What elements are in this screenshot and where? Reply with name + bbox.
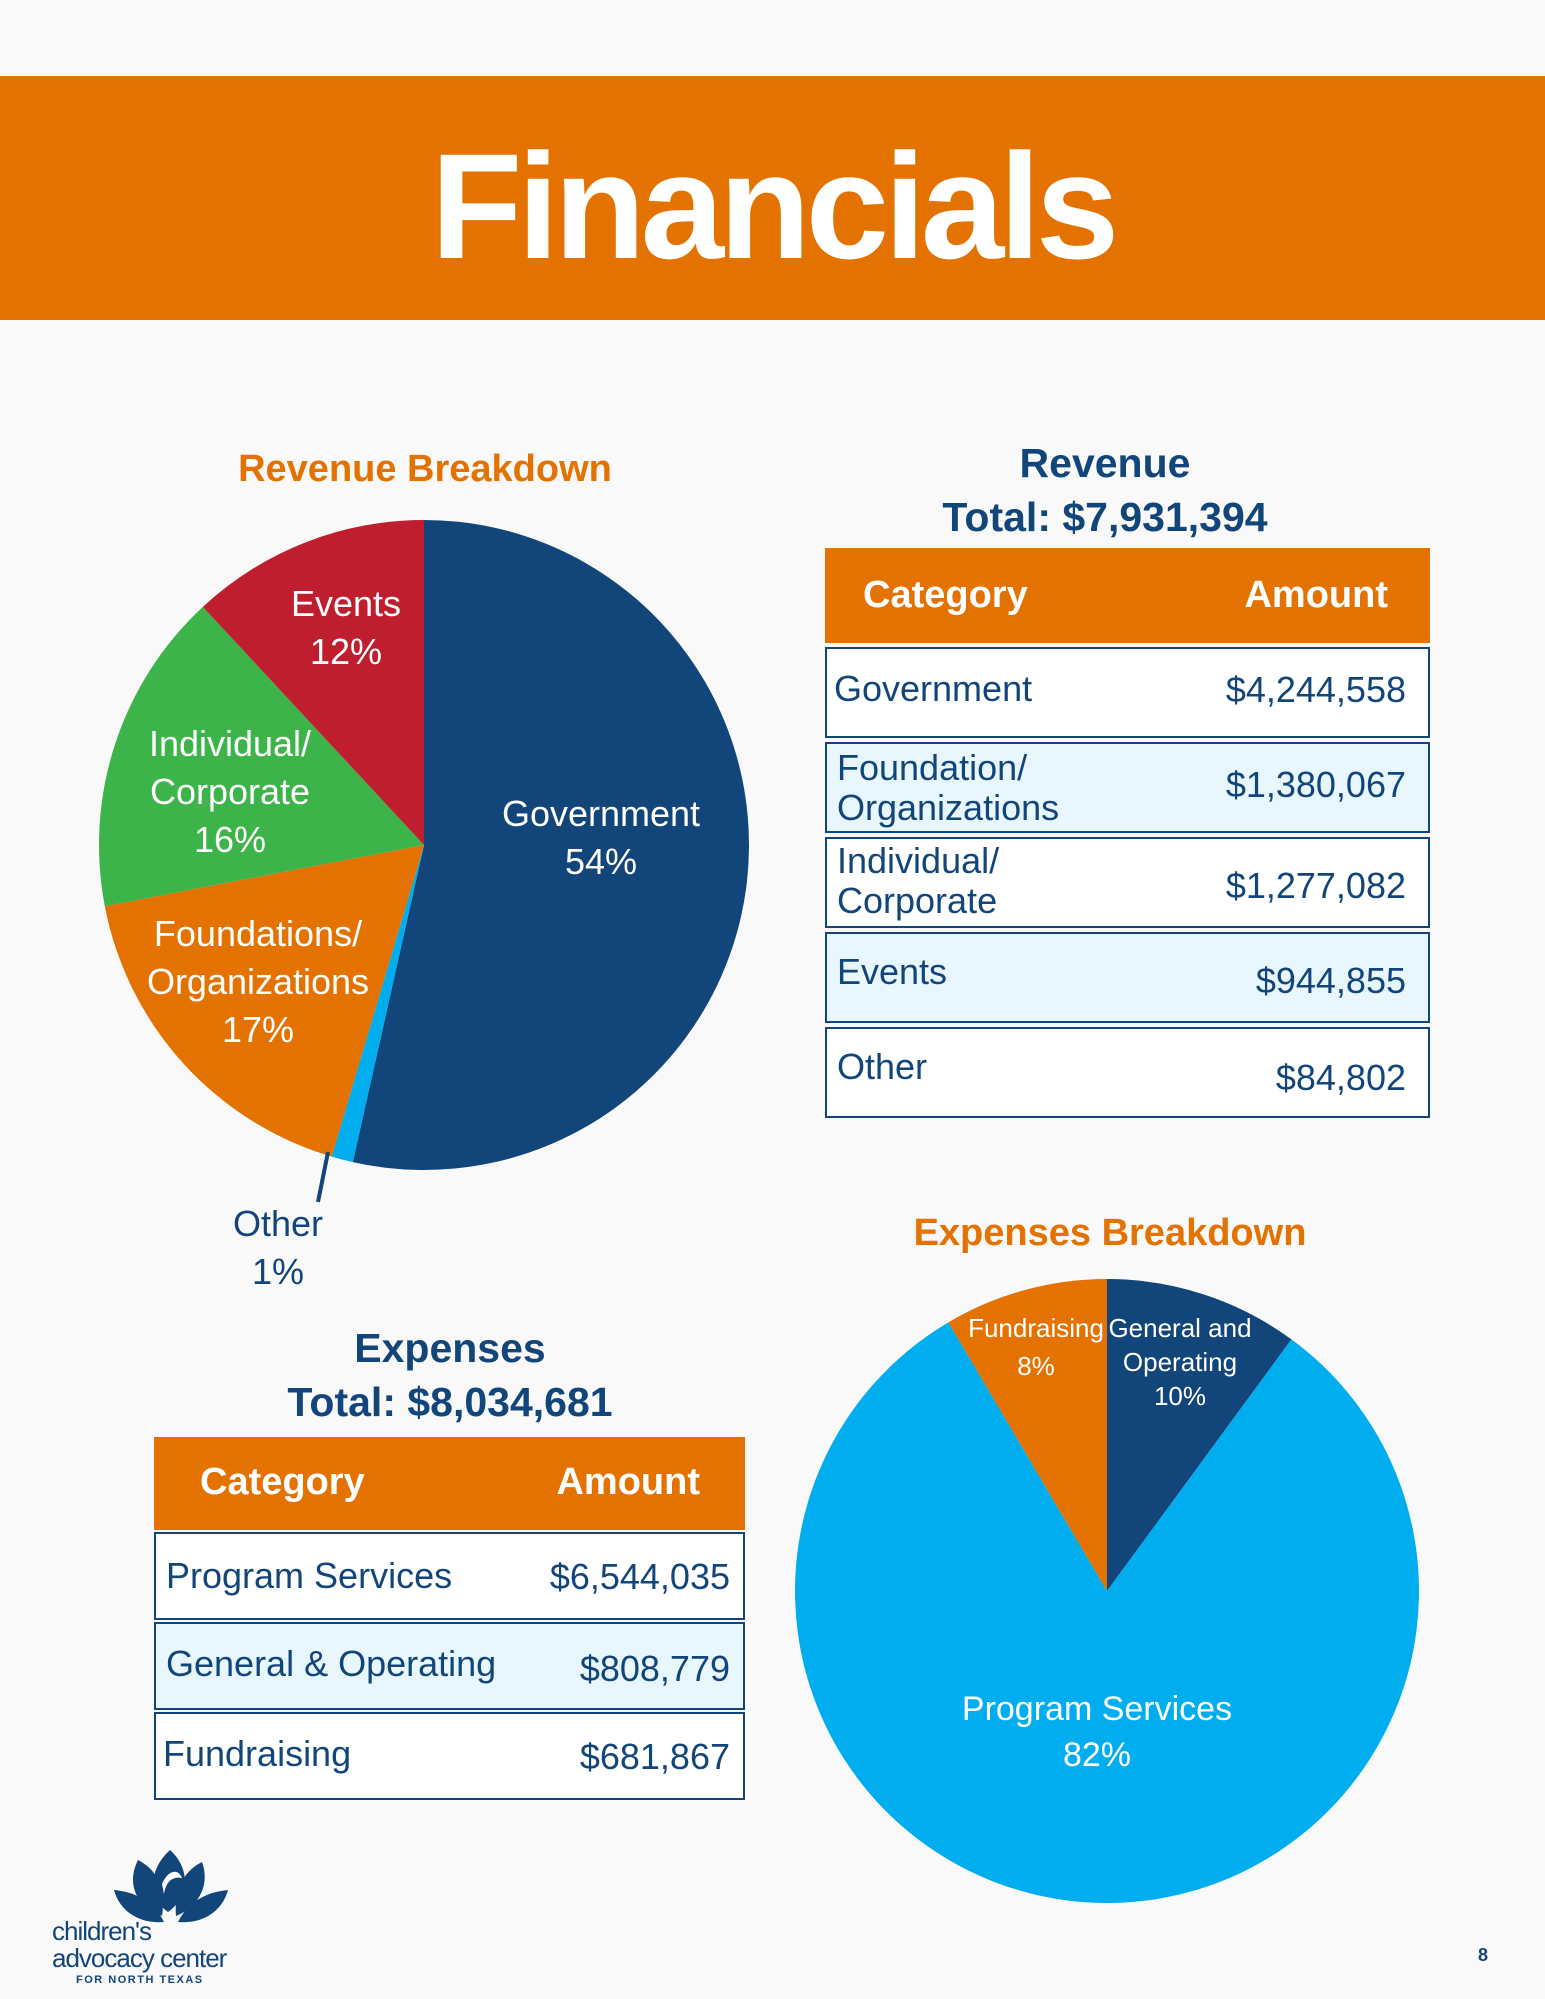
page-number: 8: [1478, 1945, 1489, 1965]
revenue-row-events: Events $944,855: [825, 932, 1430, 1023]
pie-slice-label: Government 54%: [502, 793, 700, 882]
pie-slice-label: Program Services 82%: [962, 1690, 1232, 1774]
pie-slice-label: General and Operating 10%: [1108, 1313, 1251, 1411]
revenue-header-category: Category: [863, 574, 1028, 616]
slice-name-label: Fundraising: [968, 1313, 1104, 1343]
revenue-row-other: Other $84,802: [825, 1027, 1430, 1118]
expenses-row-amount: $6,544,035: [549, 1556, 730, 1597]
revenue-row-category: Events: [837, 951, 948, 992]
logo-wordmark: children's advocacy center: [52, 1916, 227, 1973]
title-banner: Financials: [0, 76, 1545, 320]
slice-percent-label: 1%: [252, 1251, 304, 1292]
slice-name-label: Individual/: [149, 723, 311, 764]
pie-slice: [331, 845, 424, 1163]
slice-name-label: Organizations: [147, 961, 369, 1002]
logo-line2: advocacy center: [52, 1943, 227, 1973]
slice-name-label: Government: [502, 793, 700, 834]
logo-line1: children's: [52, 1916, 152, 1946]
expenses-header-amount: Amount: [556, 1461, 700, 1503]
expenses-table-title: Expenses Total: $8,034,681: [155, 1321, 745, 1429]
leader-line: [316, 1151, 330, 1203]
slice-percent-label: 12%: [310, 631, 382, 672]
expenses-row-amount: $808,779: [579, 1648, 730, 1689]
expenses-row-fundraising: Fundraising $681,867: [154, 1712, 745, 1800]
revenue-row-amount: $1,277,082: [1225, 865, 1406, 906]
revenue-row-amount: $84,802: [1275, 1057, 1406, 1098]
pie-slice: [352, 520, 750, 1170]
revenue-row-category: Foundation/ Organizations: [837, 748, 1059, 828]
expenses-total: Total: $8,034,681: [287, 1379, 613, 1425]
revenue-row-amount: $4,244,558: [1225, 669, 1406, 710]
pie-slice: [99, 606, 424, 907]
slice-name-label: Operating: [1123, 1347, 1237, 1377]
revenue-row-individual: Individual/ Corporate $1,277,082: [825, 837, 1430, 928]
revenue-table-header: Category Amount: [825, 548, 1430, 643]
slice-percent-label: 82%: [1063, 1736, 1131, 1774]
pie-slice: [1107, 1279, 1292, 1591]
revenue-row-category-line2: Corporate: [837, 880, 998, 921]
pie-slice: [202, 520, 424, 845]
slice-name-label: Other: [233, 1203, 323, 1244]
pie-slice-label: Events 12%: [291, 583, 401, 672]
expenses-row-category: General & Operating: [166, 1643, 497, 1684]
pie-slice: [948, 1279, 1107, 1591]
pie-slice-label: Foundations/Organizations 17%: [147, 913, 369, 1050]
slice-name-label: Program Services: [962, 1690, 1232, 1728]
revenue-row-category-line1: Foundation/: [837, 747, 1028, 788]
slice-name-label: Foundations/: [154, 913, 362, 954]
page-title: Financials: [430, 122, 1120, 290]
revenue-row-amount: $944,855: [1255, 960, 1406, 1001]
revenue-row-amount: $1,380,067: [1225, 764, 1406, 805]
expenses-row-category: Program Services: [166, 1555, 453, 1596]
revenue-row-government: Government $4,244,558: [825, 647, 1430, 738]
revenue-row-category: Other: [837, 1046, 928, 1087]
revenue-row-category-line2: Organizations: [837, 787, 1060, 828]
expenses-chart-title: Expenses Breakdown: [913, 1212, 1307, 1254]
slice-name-label: General and: [1108, 1313, 1251, 1343]
expenses-row-program: Program Services $6,544,035: [154, 1532, 745, 1620]
slice-name-label: Corporate: [150, 771, 310, 812]
slice-percent-label: 8%: [1017, 1351, 1055, 1381]
expenses-header-category: Category: [200, 1461, 365, 1503]
revenue-table-title: Revenue Total: $7,931,394: [825, 436, 1385, 544]
logo-tagline: FOR NORTH TEXAS: [76, 1974, 204, 1986]
revenue-row-category-line1: Individual/: [837, 840, 1000, 881]
revenue-chart-title: Revenue Breakdown: [238, 448, 612, 490]
revenue-title-line1: Revenue: [1019, 440, 1191, 486]
expenses-row-general: General & Operating $808,779: [154, 1622, 745, 1710]
expenses-table-header: Category Amount: [154, 1437, 745, 1530]
pie-slice-label: Fundraising 8%: [968, 1313, 1104, 1381]
slice-percent-label: 16%: [194, 819, 266, 860]
revenue-row-category: Government: [834, 668, 1033, 709]
pie-slice: [104, 845, 424, 1157]
expenses-row-category: Fundraising: [163, 1733, 352, 1774]
expenses-title-line1: Expenses: [354, 1325, 546, 1371]
pie-slice-label: Individual/Corporate 16%: [149, 723, 311, 860]
slice-percent-label: 54%: [565, 841, 637, 882]
lotus-logo-icon: [114, 1850, 228, 1923]
revenue-row-category: Individual/ Corporate: [837, 841, 999, 921]
slice-name-label: Events: [291, 583, 401, 624]
slice-percent-label: 17%: [222, 1009, 294, 1050]
slice-percent-label: 10%: [1154, 1381, 1206, 1411]
revenue-header-amount: Amount: [1244, 574, 1388, 616]
revenue-row-foundation: Foundation/ Organizations $1,380,067: [825, 742, 1430, 833]
expenses-row-amount: $681,867: [579, 1736, 730, 1777]
pie-slice: [794, 1322, 1419, 1903]
pie-slice-label: Other 1%: [233, 1203, 323, 1292]
revenue-total: Total: $7,931,394: [942, 494, 1268, 540]
